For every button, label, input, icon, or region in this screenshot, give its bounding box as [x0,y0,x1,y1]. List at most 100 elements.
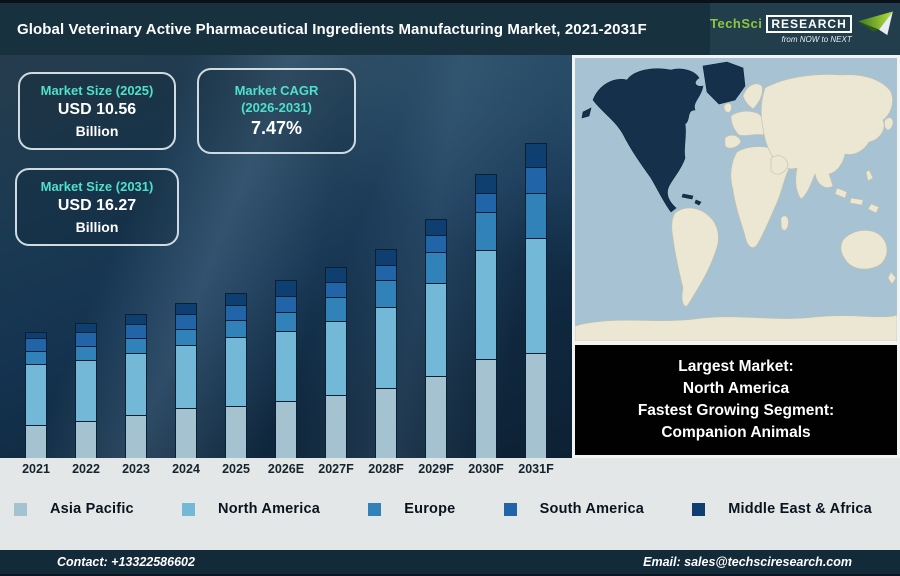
callout-line-3: Fastest Growing Segment: [637,402,835,419]
bar-segment-europe-2029f [425,252,447,284]
bar-segment-europe-2024 [175,329,197,346]
arrow-icon [857,11,893,36]
callout-line-4: Companion Animals [661,424,811,441]
legend-label-south-america: South America [539,501,645,517]
bar-segment-north-america-2024 [175,345,197,409]
continent-europe [730,110,766,136]
bar-segment-middle-east-africa-2030f [475,174,497,194]
bar-segment-europe-2021 [25,351,47,365]
bar-segment-asia-pacific-2028f [375,388,397,458]
bar-segment-middle-east-africa-2026e [275,280,297,297]
bar-segment-asia-pacific-2029f [425,376,447,458]
island-alaska-aleutian [581,107,592,119]
x-axis-label-2027f: 2027F [318,462,354,476]
largest-market-callout: Largest Market: North America Fastest Grow… [575,345,897,455]
bar-segment-europe-2026e [275,312,297,332]
continent-antarctica [575,314,897,341]
bar-segment-asia-pacific-2024 [175,408,197,458]
bar-segment-south-america-2022 [75,332,97,347]
legend-item-south-america: South America [503,501,645,517]
legend-label-north-america: North America [218,501,321,517]
bar-column-2024 [161,303,211,458]
legend-swatch-north-america [182,502,196,516]
map-land [575,74,897,341]
legend-swatch-middle-east-africa [692,502,706,516]
x-axis-label-2025: 2025 [222,462,250,476]
bar-column-2023 [111,314,161,458]
chart-panel: Market Size (2025) USD 10.56 Billion Mar… [0,55,572,458]
bar-segment-asia-pacific-2021 [25,425,47,458]
bar-segment-north-america-2026e [275,331,297,402]
islands-caribbean [681,193,702,206]
island-new-zealand [887,271,897,285]
bar-segment-asia-pacific-2031f [525,353,547,458]
x-axis-label-2030f: 2030F [468,462,504,476]
bar-column-2030f [461,174,511,458]
bar-segment-middle-east-africa-2031f [525,143,547,168]
bar-segment-asia-pacific-2022 [75,421,97,458]
bar-segment-europe-2023 [125,338,147,354]
bar-segment-asia-pacific-2026e [275,401,297,458]
logo-brand-green: TechSci [710,16,763,31]
bar-column-2029f [411,219,461,458]
x-axis-label-2024: 2024 [172,462,200,476]
bar-segment-asia-pacific-2030f [475,359,497,458]
island-greenland [702,61,746,105]
page-title: Global Veterinary Active Pharmaceutical … [17,20,647,38]
map-highlight-north-america [581,61,746,213]
island-philippines [865,169,874,182]
info-box-value: 7.47% [250,118,303,138]
bar-segment-north-america-2022 [75,360,97,422]
continent-australia [840,230,888,270]
bar-segment-europe-2022 [75,346,97,361]
info-box-market-cagr: Market CAGR (2026-2031) 7.47% [197,68,356,154]
bar-column-2022 [61,323,111,458]
bar-segment-middle-east-africa-2028f [375,249,397,266]
legend-label-europe: Europe [404,501,456,517]
bar-segment-south-america-2025 [225,305,247,321]
bar-segment-south-america-2021 [25,338,47,352]
logo-brand-white: Research [766,14,852,33]
bar-segment-europe-2028f [375,280,397,308]
legend-label-asia-pacific: Asia Pacific [50,501,134,517]
info-box-title: Market Size (2031) [40,178,154,194]
bar-segment-north-america-2021 [25,364,47,426]
island-uk [723,102,732,113]
callout-line-1: Largest Market: [678,358,794,375]
bar-segment-asia-pacific-2023 [125,415,147,458]
bar-segment-south-america-2026e [275,296,297,313]
bar-segment-south-america-2030f [475,193,497,213]
footer-email: Email: sales@techsciresearch.com [643,555,852,569]
bar-column-2028f [361,249,411,458]
world-map [575,58,897,341]
legend-swatch-asia-pacific [14,502,27,516]
bar-column-2031f [511,143,561,458]
x-axis-label-2031f: 2031F [518,462,554,476]
legend-item-asia-pacific: Asia Pacific [14,501,134,517]
bar-segment-south-america-2027f [325,282,347,298]
footer-bar: Contact: +13322586602 Email: sales@techs… [0,550,900,576]
x-axis-label-2022: 2022 [72,462,100,476]
info-box-title: Market CAGR [234,83,319,98]
x-axis-label-2029f: 2029F [418,462,454,476]
bar-segment-europe-2031f [525,193,547,239]
bar-column-2026e [261,280,311,458]
x-axis-label-2021: 2021 [22,462,50,476]
bar-segment-asia-pacific-2027f [325,395,347,458]
region-iberia [724,134,742,149]
bar-segment-europe-2027f [325,297,347,322]
map-panel: Largest Market: North America Fastest Grow… [572,55,900,458]
x-axis-labels-row: 2021 2022 2023 2024 2025 2026E 2027F 2028F 2029F… [11,462,561,476]
bar-segment-south-america-2028f [375,265,397,281]
footer-contact: Contact: +13322586602 [57,555,195,569]
legend-item-north-america: North America [182,501,320,517]
info-box-value: USD 10.56 [57,100,137,118]
info-box-value: USD 16.27 [57,196,137,214]
legend-label-middle-east-africa: Middle East & Africa [728,501,872,517]
legend-swatch-south-america [503,502,517,516]
bar-segment-middle-east-africa-2027f [325,267,347,283]
x-axis-label-2026e: 2026E [267,462,305,476]
logo-text-block: TechSci Research from NOW to NEXT [710,14,852,44]
continent-north-america [592,68,704,213]
bar-segment-asia-pacific-2025 [225,406,247,458]
